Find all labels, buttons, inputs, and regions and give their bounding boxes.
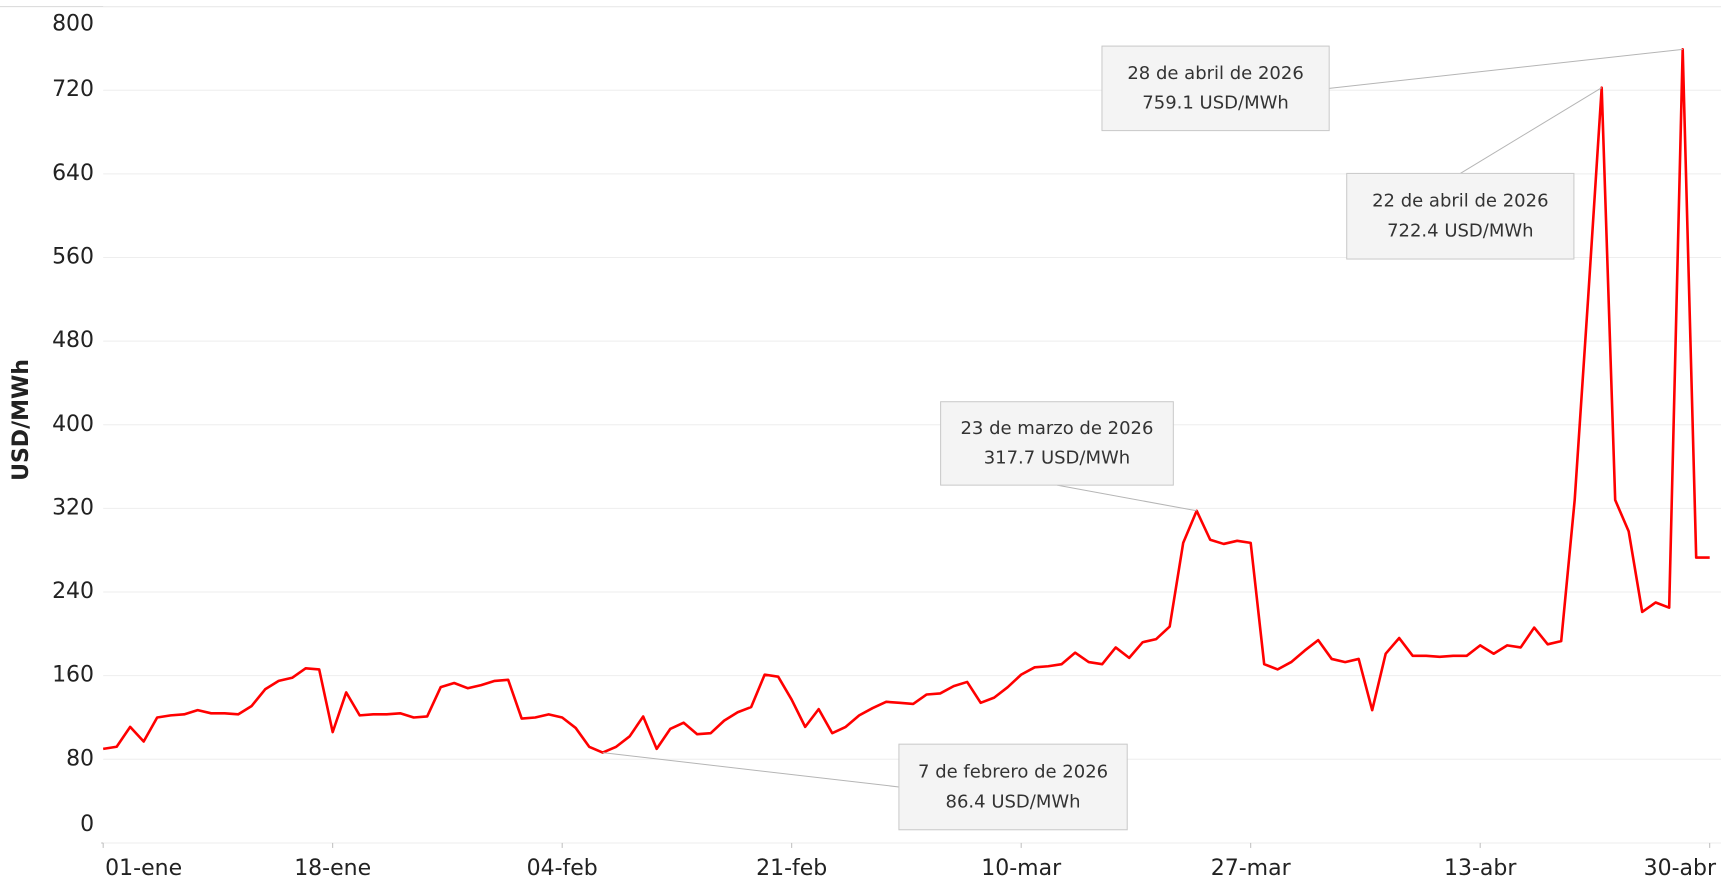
annotation-value: 759.1 USD/MWh — [1142, 93, 1289, 114]
y-tick-label: 240 — [52, 579, 94, 604]
x-tick-label: 27-mar — [1211, 856, 1292, 881]
y-tick-label: 80 — [66, 746, 94, 771]
x-tick-label: 10-mar — [981, 856, 1062, 881]
annotation-box — [1346, 172, 1575, 260]
annotation-leader — [1329, 48, 1683, 89]
annotation-date: 23 de marzo de 2026 — [960, 418, 1153, 439]
y-tick-label: 400 — [52, 412, 94, 437]
annotation-box — [898, 743, 1128, 831]
x-tick-label: 01-ene — [105, 856, 182, 881]
x-tick-label: 04-feb — [527, 856, 598, 881]
annotation-leader — [602, 752, 899, 788]
y-tick-label: 800 — [52, 12, 94, 37]
y-tick-label: 560 — [52, 244, 94, 269]
annotation-date: 28 de abril de 2026 — [1127, 63, 1303, 84]
annotation-value: 722.4 USD/MWh — [1387, 221, 1534, 242]
annotation-leader — [1056, 484, 1197, 512]
y-tick-label: 640 — [52, 161, 94, 186]
annotation-box — [1101, 45, 1330, 132]
annotation-date: 22 de abril de 2026 — [1372, 191, 1548, 212]
annotation-value: 86.4 USD/MWh — [946, 791, 1081, 812]
annotation-leader — [1460, 87, 1602, 174]
line — [102, 48, 1710, 754]
y-tick-label: 320 — [52, 495, 94, 520]
y-tick-label: 720 — [52, 77, 94, 102]
x-tick-label: 13-abr — [1444, 856, 1517, 881]
y-axis-label: USD/MWh — [9, 359, 34, 481]
x-tick-label: 18-ene — [294, 856, 371, 881]
y-tick-label: 480 — [52, 328, 94, 353]
x-tick-label: 30-abr — [1644, 856, 1717, 881]
y-tick-label: 160 — [52, 663, 94, 688]
annotation-date: 7 de febrero de 2026 — [918, 761, 1108, 782]
x-tick-label: 21-feb — [756, 856, 827, 881]
annotation-value: 317.7 USD/MWh — [984, 447, 1131, 468]
annotation-box — [940, 401, 1174, 486]
y-tick-label: 0 — [80, 812, 94, 837]
